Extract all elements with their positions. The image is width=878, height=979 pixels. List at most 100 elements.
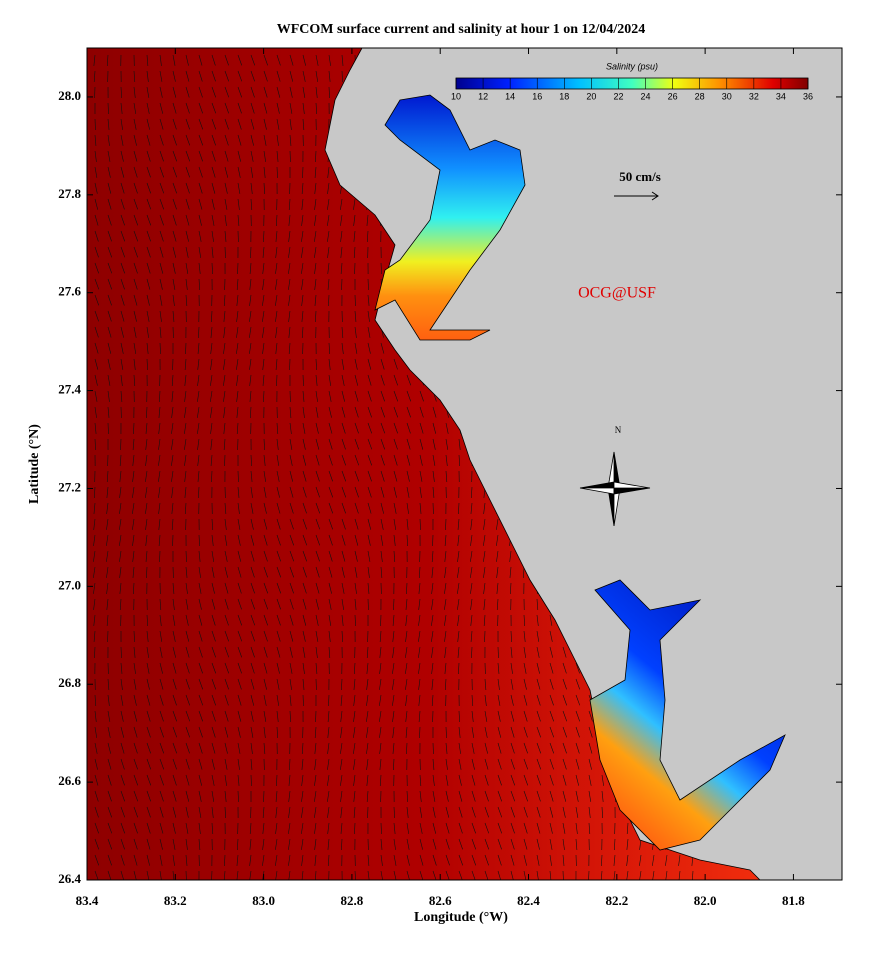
current-vector [562, 726, 568, 738]
current-vector [93, 598, 96, 610]
current-vector [107, 694, 110, 706]
current-vector [146, 646, 149, 658]
current-vector [445, 742, 448, 754]
current-vector [470, 582, 473, 594]
current-vector [198, 230, 202, 242]
current-vector [210, 438, 213, 450]
current-vector [275, 854, 278, 866]
current-vector [250, 742, 253, 754]
current-vector [588, 774, 592, 786]
current-vector [432, 438, 436, 450]
current-vector [185, 166, 190, 178]
current-vector [536, 710, 541, 722]
current-vector [224, 518, 227, 530]
current-vector [172, 822, 176, 834]
current-vector [314, 230, 317, 242]
current-vector [367, 438, 373, 450]
current-vector [431, 678, 434, 690]
current-vector [327, 198, 330, 210]
current-vector [133, 758, 138, 770]
current-vector [367, 358, 372, 370]
current-vector [159, 758, 165, 770]
current-vector [444, 598, 447, 610]
current-vector [93, 70, 96, 82]
current-vector [328, 646, 331, 658]
current-vector [171, 438, 174, 450]
current-vector [496, 550, 499, 562]
current-vector [133, 70, 136, 82]
current-vector [237, 502, 240, 514]
current-vector [133, 278, 138, 290]
current-vector [588, 758, 592, 770]
current-vector [328, 486, 334, 498]
current-vector [185, 214, 190, 226]
current-vector [224, 134, 229, 146]
current-vector [107, 358, 111, 370]
current-vector [367, 518, 372, 530]
current-vector [120, 662, 123, 674]
current-vector [523, 662, 527, 674]
current-vector [145, 534, 148, 546]
map-area [87, 48, 842, 880]
current-vector [132, 534, 135, 546]
current-vector [327, 214, 330, 226]
current-vector [366, 774, 369, 786]
current-vector [366, 214, 369, 226]
current-vector [146, 710, 151, 722]
current-vector [211, 198, 215, 210]
current-vector [315, 598, 320, 610]
current-vector [172, 262, 176, 274]
current-vector [133, 166, 138, 178]
current-vector [224, 758, 228, 770]
current-vector [198, 678, 204, 690]
current-vector [133, 710, 138, 722]
current-vector [223, 438, 226, 450]
current-vector [146, 262, 151, 274]
current-vector [275, 822, 278, 834]
current-vector [353, 678, 356, 690]
current-vector [237, 166, 241, 178]
current-vector [146, 102, 150, 114]
current-vector [94, 358, 99, 370]
current-vector [159, 278, 163, 290]
current-vector [250, 582, 255, 594]
current-vector [172, 838, 176, 850]
current-vector [237, 694, 242, 706]
current-vector [249, 374, 252, 386]
current-vector [575, 678, 581, 690]
current-vector [315, 454, 320, 466]
current-vector [328, 390, 332, 402]
current-vector [289, 454, 293, 466]
current-vector [484, 854, 489, 866]
current-vector [197, 422, 200, 434]
current-vector [302, 406, 305, 418]
current-vector [250, 102, 255, 114]
current-vector [250, 118, 255, 130]
current-vector [380, 518, 384, 530]
current-vector [198, 102, 203, 114]
compass-label: N [615, 425, 622, 435]
current-vector [172, 758, 177, 770]
current-vector [302, 550, 308, 562]
current-vector [107, 422, 109, 435]
current-vector [94, 694, 97, 706]
current-vector [185, 726, 191, 738]
current-vector [509, 566, 512, 578]
current-vector [302, 630, 306, 642]
current-vector [510, 582, 512, 594]
current-vector [406, 790, 409, 802]
current-vector [549, 630, 553, 642]
current-vector [315, 70, 319, 82]
current-vector [301, 854, 304, 866]
current-vector [250, 486, 253, 498]
current-vector [406, 854, 410, 866]
current-vector [159, 70, 163, 82]
current-vector [276, 502, 281, 514]
current-vector [315, 502, 321, 514]
current-vector [185, 182, 190, 194]
current-vector [458, 774, 462, 786]
current-vector [340, 214, 343, 226]
current-vector [366, 758, 369, 770]
current-vector [575, 838, 578, 850]
current-vector [471, 646, 473, 659]
